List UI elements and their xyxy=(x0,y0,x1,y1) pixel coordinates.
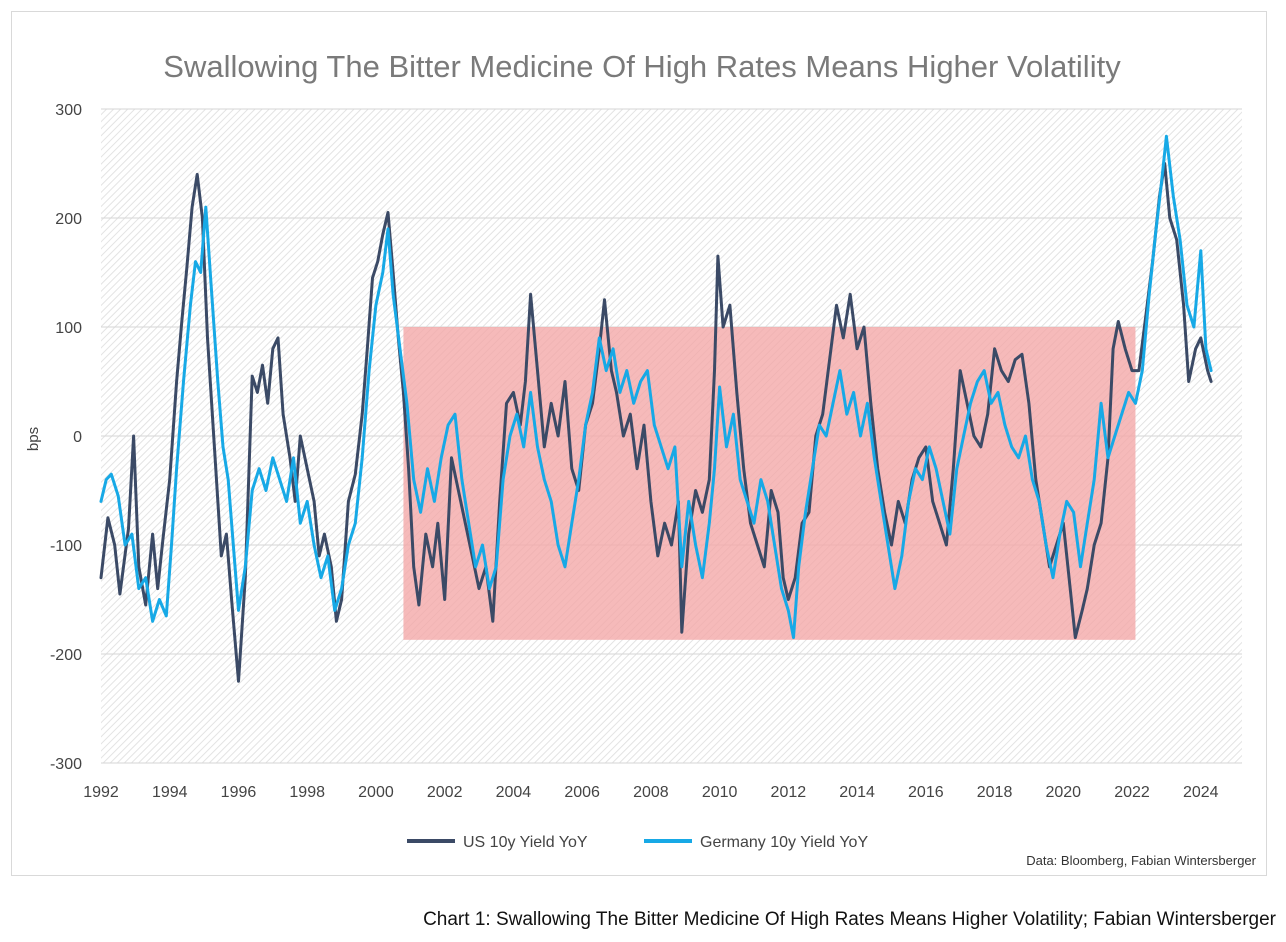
legend-label: US 10y Yield YoY xyxy=(463,834,588,851)
x-tick-label: 2000 xyxy=(358,784,394,801)
series-line-1 xyxy=(99,134,1213,640)
chart-svg: Swallowing The Bitter Medicine Of High R… xyxy=(25,49,1257,868)
y-axis-ticks: 300 200 100 0 -100 -200 -300 xyxy=(50,102,82,773)
x-tick-label: 1992 xyxy=(83,784,119,801)
x-tick-label: 2020 xyxy=(1045,784,1081,801)
x-tick-label: 2004 xyxy=(496,784,532,801)
y-axis-label: bps xyxy=(25,427,42,451)
x-tick-label: 2010 xyxy=(702,784,738,801)
y-tick-label: 100 xyxy=(55,320,82,337)
y-tick-label: -100 xyxy=(50,538,82,555)
x-tick-label: 1996 xyxy=(221,784,257,801)
series-line-0 xyxy=(99,162,1213,683)
y-tick-label: 0 xyxy=(73,429,82,446)
x-tick-label: 2016 xyxy=(908,784,944,801)
x-tick-label: 2008 xyxy=(633,784,669,801)
x-tick-label: 1994 xyxy=(152,784,188,801)
x-tick-label: 1998 xyxy=(289,784,325,801)
x-axis-ticks: 1992 1994 1996 1998 2000 2002 2004 2006 2008 2010… xyxy=(83,784,1218,801)
y-tick-label: -300 xyxy=(50,756,82,773)
x-tick-label: 2002 xyxy=(427,784,463,801)
x-tick-label: 2018 xyxy=(977,784,1013,801)
x-tick-label: 2006 xyxy=(564,784,600,801)
y-tick-label: 200 xyxy=(55,211,82,228)
x-tick-label: 2022 xyxy=(1114,784,1150,801)
series-layer xyxy=(99,134,1213,683)
chart-frame: Swallowing The Bitter Medicine Of High R… xyxy=(11,11,1267,876)
figure-caption: Chart 1: Swallowing The Bitter Medicine … xyxy=(423,909,1276,930)
x-tick-label: 2014 xyxy=(839,784,875,801)
y-tick-label: 300 xyxy=(55,102,82,119)
legend-label: Germany 10y Yield YoY xyxy=(700,834,868,851)
chart-title: Swallowing The Bitter Medicine Of High R… xyxy=(163,49,1121,84)
legend: US 10y Yield YoY Germany 10y Yield YoY xyxy=(407,834,868,851)
x-tick-label: 2024 xyxy=(1183,784,1219,801)
x-tick-label: 2012 xyxy=(771,784,807,801)
y-tick-label: -200 xyxy=(50,647,82,664)
source-note: Data: Bloomberg, Fabian Wintersberger xyxy=(1026,853,1256,868)
